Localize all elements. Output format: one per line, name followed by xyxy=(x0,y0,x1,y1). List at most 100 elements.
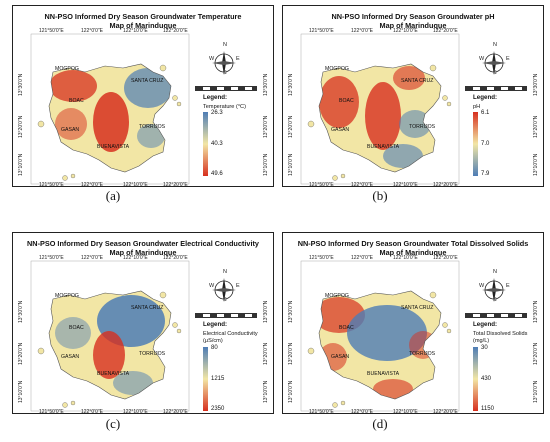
place-label-boac: BOAC xyxy=(69,98,84,104)
north-arrow-icon xyxy=(482,51,506,75)
longitude-label-top: 121°50'0"E xyxy=(39,28,64,34)
compass-letter-s: S xyxy=(223,297,227,303)
legend-title: Legend: xyxy=(203,94,228,101)
islet xyxy=(332,402,338,408)
longitude-label-bottom: 121°50'0"E xyxy=(309,182,334,188)
compass-letter-e: E xyxy=(236,56,240,62)
latitude-label-left: 13°30'0"N xyxy=(18,300,24,323)
place-label-boac: BOAC xyxy=(339,98,354,104)
latitude-label-left: 13°10'0"N xyxy=(288,380,294,403)
place-label-gasan: GASAN xyxy=(61,354,80,360)
place-label-mogpog: MOGPOG xyxy=(55,293,79,299)
place-label-torrijos: TORRIJOS xyxy=(139,124,166,130)
map-zone xyxy=(93,331,125,379)
longitude-label-bottom: 122°20'0"E xyxy=(163,409,188,415)
latitude-label-left: 13°20'0"N xyxy=(18,115,24,138)
map-title-line1: NN-PSO Informed Dry Season Groundwater T… xyxy=(297,239,529,248)
legend-title: Legend: xyxy=(203,321,228,328)
map-title: NN-PSO Informed Dry Season Groundwater T… xyxy=(283,239,543,257)
islet xyxy=(429,64,437,72)
map-panel: NN-PSO Informed Dry Season Groundwater T… xyxy=(282,232,544,415)
longitude-label-top: 121°50'0"E xyxy=(39,255,64,261)
place-label-torrijos: TORRIJOS xyxy=(139,351,166,357)
latitude-label-left: 13°20'0"N xyxy=(288,115,294,138)
latitude-label-right: 13°10'0"N xyxy=(263,153,269,176)
legend-tick-label: 7.9 xyxy=(481,171,490,177)
longitude-label-top: 122°0'0"E xyxy=(81,28,103,34)
longitude-label-bottom: 122°0'0"E xyxy=(351,409,373,415)
compass-letter-w: W xyxy=(209,56,215,62)
islet xyxy=(37,120,45,128)
longitude-label-bottom: 122°20'0"E xyxy=(163,182,188,188)
latitude-label-right: 13°20'0"N xyxy=(533,115,539,138)
legend-title: Legend: xyxy=(473,321,498,328)
longitude-label-bottom: 121°50'0"E xyxy=(309,409,334,415)
latitude-label-right: 13°10'0"N xyxy=(533,153,539,176)
map-zone xyxy=(137,124,165,148)
scale-bar xyxy=(465,313,527,318)
islet xyxy=(307,347,315,355)
map-title: NN-PSO Informed Dry Season Groundwater E… xyxy=(13,239,273,257)
latitude-label-left: 13°10'0"N xyxy=(18,380,24,403)
latitude-label-right: 13°20'0"N xyxy=(533,342,539,365)
compass-letter-n: N xyxy=(493,42,497,48)
panel-caption: (c) xyxy=(105,416,121,431)
compass-letter-e: E xyxy=(506,56,510,62)
longitude-label-top: 122°20'0"E xyxy=(433,255,458,261)
islet xyxy=(429,291,437,299)
map-title-line2: Map of Marinduque xyxy=(379,247,447,257)
longitude-label-bottom: 122°10'0"E xyxy=(393,182,418,188)
place-label-buenavista: BUENAVISTA xyxy=(367,371,400,377)
longitude-label-top: 122°0'0"E xyxy=(351,255,373,261)
place-label-torrijos: TORRIJOS xyxy=(409,351,436,357)
map-zone xyxy=(55,108,87,140)
scale-bar xyxy=(195,313,257,318)
legend-variable: pH xyxy=(473,104,481,110)
legend-tick-label: 30 xyxy=(481,345,488,351)
islet xyxy=(70,173,76,179)
map-title-line1: NN-PSO Informed Dry Season Groundwater E… xyxy=(27,239,259,248)
map-title: NN-PSO Informed Dry Season Groundwater p… xyxy=(283,12,543,30)
latitude-label-left: 13°10'0"N xyxy=(18,153,24,176)
latitude-label-left: 13°30'0"N xyxy=(18,73,24,96)
legend-color-ramp xyxy=(203,112,208,176)
latitude-label-right: 13°10'0"N xyxy=(263,380,269,403)
legend-tick-label: 430 xyxy=(481,376,492,382)
map-zone xyxy=(113,371,153,395)
legend-color-ramp xyxy=(473,112,478,176)
place-label-santa-cruz: SANTA CRUZ xyxy=(131,78,164,84)
map-panel: NN-PSO Informed Dry Season Groundwater p… xyxy=(282,5,544,188)
place-label-buenavista: BUENAVISTA xyxy=(97,371,130,377)
compass-letter-w: W xyxy=(479,56,485,62)
islet xyxy=(37,347,45,355)
longitude-label-bottom: 122°0'0"E xyxy=(81,409,103,415)
legend-tick-label: 80 xyxy=(211,345,218,351)
place-label-santa-cruz: SANTA CRUZ xyxy=(401,305,434,311)
longitude-label-top: 122°20'0"E xyxy=(163,28,188,34)
compass-letter-e: E xyxy=(506,283,510,289)
latitude-label-right: 13°30'0"N xyxy=(263,300,269,323)
longitude-label-bottom: 122°20'0"E xyxy=(433,409,458,415)
islet xyxy=(62,175,68,181)
compass-letter-n: N xyxy=(223,42,227,48)
compass-letter-n: N xyxy=(493,269,497,275)
place-label-boac: BOAC xyxy=(339,325,354,331)
latitude-label-right: 13°30'0"N xyxy=(533,73,539,96)
map-zone xyxy=(347,305,427,361)
latitude-label-left: 13°20'0"N xyxy=(288,342,294,365)
legend-variable: Electrical Conductivity (μS/cm) xyxy=(203,331,258,344)
north-arrow-icon xyxy=(212,278,236,302)
longitude-label-bottom: 121°50'0"E xyxy=(39,182,64,188)
panel-caption: (d) xyxy=(372,416,388,431)
islet xyxy=(446,101,452,107)
map-canvas xyxy=(30,33,190,185)
legend-variable: Total Dissolved Solids (mg/L) xyxy=(473,331,528,344)
islet xyxy=(176,101,182,107)
place-label-gasan: GASAN xyxy=(331,127,350,133)
latitude-label-left: 13°30'0"N xyxy=(288,73,294,96)
longitude-label-bottom: 122°20'0"E xyxy=(433,182,458,188)
longitude-label-top: 122°20'0"E xyxy=(433,28,458,34)
islet xyxy=(340,400,346,406)
map-zone xyxy=(383,144,423,168)
compass-letter-s: S xyxy=(493,297,497,303)
